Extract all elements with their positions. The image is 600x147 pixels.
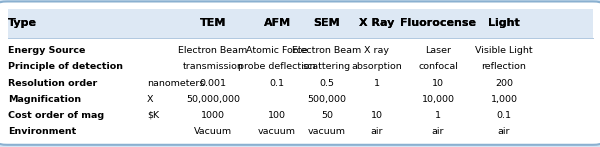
Text: probe deflection: probe deflection bbox=[238, 62, 316, 71]
Text: 10,000: 10,000 bbox=[421, 95, 455, 104]
Text: Electron Beam: Electron Beam bbox=[178, 46, 248, 55]
Text: Vacuum: Vacuum bbox=[194, 127, 232, 136]
Text: confocal: confocal bbox=[418, 62, 458, 71]
Text: absorption: absorption bbox=[352, 62, 402, 71]
FancyBboxPatch shape bbox=[0, 1, 600, 145]
Text: 0.1: 0.1 bbox=[497, 111, 511, 120]
Text: Visible Light: Visible Light bbox=[475, 46, 533, 55]
Text: Atomic Force: Atomic Force bbox=[247, 46, 308, 55]
Text: nanometers: nanometers bbox=[147, 78, 205, 88]
Text: 1000: 1000 bbox=[201, 111, 225, 120]
Text: 10: 10 bbox=[432, 78, 444, 88]
Text: X: X bbox=[147, 95, 154, 104]
Text: 0.1: 0.1 bbox=[270, 78, 285, 88]
Text: Principle of detection: Principle of detection bbox=[8, 62, 123, 71]
Text: $K: $K bbox=[147, 111, 159, 120]
Text: reflection: reflection bbox=[482, 62, 526, 71]
Text: air: air bbox=[432, 127, 444, 136]
Text: X ray: X ray bbox=[364, 46, 389, 55]
Text: TEM: TEM bbox=[200, 18, 226, 28]
Text: vacuum: vacuum bbox=[258, 127, 296, 136]
Text: SEM: SEM bbox=[314, 18, 340, 28]
Text: transmission: transmission bbox=[182, 62, 244, 71]
Text: Light: Light bbox=[488, 18, 520, 28]
Text: 1: 1 bbox=[374, 78, 380, 88]
Text: SEM: SEM bbox=[314, 18, 340, 28]
Text: Fluorocense: Fluorocense bbox=[400, 18, 476, 28]
Bar bbox=[8, 9, 593, 38]
Text: 100: 100 bbox=[268, 111, 286, 120]
Text: 200: 200 bbox=[495, 78, 513, 88]
Text: Resolution order: Resolution order bbox=[8, 78, 97, 88]
Text: 10: 10 bbox=[371, 111, 383, 120]
Text: X Ray: X Ray bbox=[359, 18, 394, 28]
Text: Magnification: Magnification bbox=[8, 95, 81, 104]
Text: air: air bbox=[371, 127, 383, 136]
Text: 50,000,000: 50,000,000 bbox=[186, 95, 240, 104]
Text: Laser: Laser bbox=[425, 46, 451, 55]
Text: 0.001: 0.001 bbox=[199, 78, 227, 88]
Text: TEM: TEM bbox=[200, 18, 226, 28]
Text: X Ray: X Ray bbox=[359, 18, 394, 28]
Text: AFM: AFM bbox=[263, 18, 291, 28]
Text: Type: Type bbox=[8, 18, 37, 28]
Text: AFM: AFM bbox=[263, 18, 291, 28]
Text: Type: Type bbox=[8, 18, 37, 28]
Text: 0.5: 0.5 bbox=[320, 78, 335, 88]
Text: 1: 1 bbox=[435, 111, 441, 120]
Text: vacuum: vacuum bbox=[308, 127, 346, 136]
Text: Environment: Environment bbox=[8, 127, 76, 136]
Text: 1,000: 1,000 bbox=[491, 95, 517, 104]
Text: Fluorocense: Fluorocense bbox=[400, 18, 476, 28]
Text: Electron Beam: Electron Beam bbox=[292, 46, 362, 55]
Text: Energy Source: Energy Source bbox=[8, 46, 85, 55]
Text: scattering: scattering bbox=[303, 62, 351, 71]
Text: 500,000: 500,000 bbox=[308, 95, 347, 104]
Text: Cost order of mag: Cost order of mag bbox=[8, 111, 104, 120]
Text: Light: Light bbox=[488, 18, 520, 28]
Text: 50: 50 bbox=[321, 111, 333, 120]
Text: air: air bbox=[498, 127, 510, 136]
